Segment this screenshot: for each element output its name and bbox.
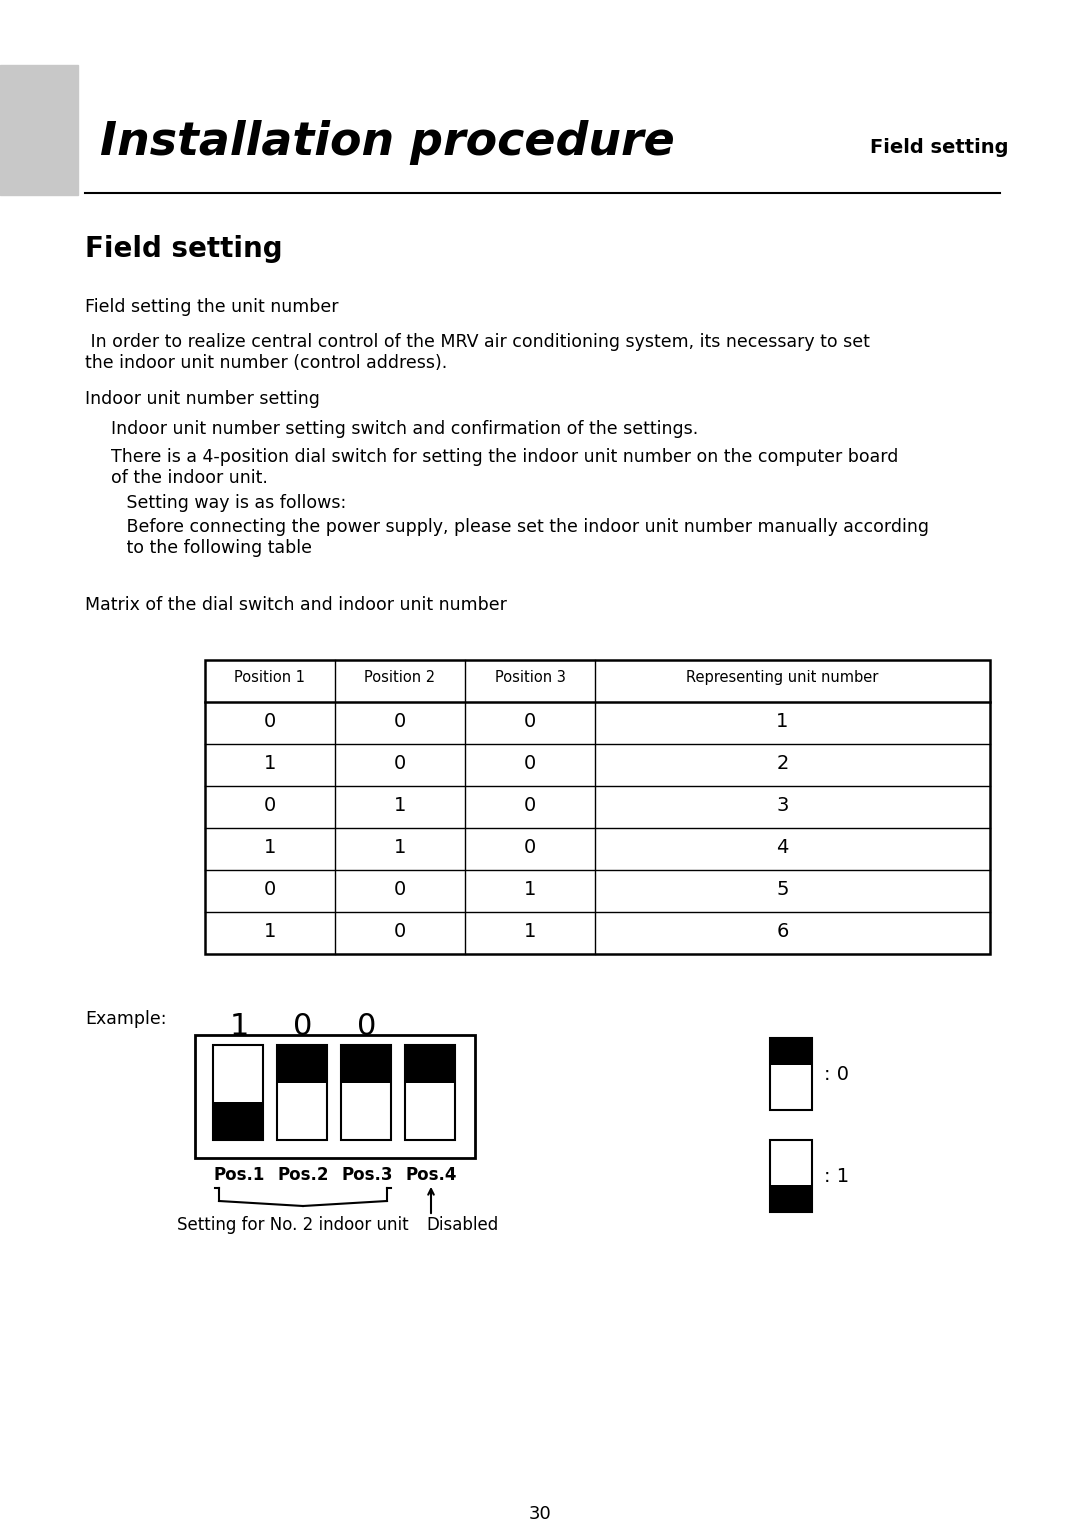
Text: Pos.3: Pos.3 — [341, 1166, 393, 1184]
Text: Pos.1: Pos.1 — [214, 1166, 265, 1184]
Text: 0: 0 — [394, 922, 406, 942]
Text: Position 3: Position 3 — [495, 670, 566, 685]
Text: Indoor unit number setting: Indoor unit number setting — [85, 391, 320, 407]
Bar — [405, 1045, 455, 1140]
Text: Position 1: Position 1 — [234, 670, 306, 685]
Text: In order to realize central control of the MRV air conditioning system, its nece: In order to realize central control of t… — [85, 333, 869, 372]
Text: 6: 6 — [777, 922, 788, 942]
Text: 5: 5 — [777, 881, 788, 899]
Text: Representing unit number: Representing unit number — [686, 670, 879, 685]
Text: Disabled: Disabled — [426, 1216, 498, 1235]
Text: 3: 3 — [777, 797, 788, 815]
Text: Position 2: Position 2 — [364, 670, 435, 685]
Text: 1: 1 — [394, 797, 406, 815]
Text: 4: 4 — [777, 838, 788, 858]
Text: 0: 0 — [394, 754, 406, 774]
Text: 0: 0 — [524, 797, 536, 815]
Bar — [0, 66, 78, 195]
Text: 1: 1 — [264, 754, 276, 774]
Text: 0: 0 — [264, 713, 276, 731]
Bar — [205, 661, 990, 954]
Text: 0: 0 — [394, 713, 406, 731]
Text: 0: 0 — [264, 881, 276, 899]
Text: 1: 1 — [394, 838, 406, 858]
Text: 1: 1 — [524, 881, 536, 899]
Text: Field setting: Field setting — [85, 235, 283, 262]
Text: Pos.2: Pos.2 — [278, 1166, 328, 1184]
Bar — [276, 1045, 327, 1083]
Bar — [195, 1035, 475, 1158]
Bar — [341, 1045, 391, 1140]
Text: : 1: : 1 — [824, 1166, 849, 1186]
Text: : 0: : 0 — [824, 1065, 849, 1083]
Text: 30: 30 — [528, 1505, 552, 1523]
Text: Setting for No. 2 indoor unit: Setting for No. 2 indoor unit — [177, 1216, 409, 1235]
Text: 0: 0 — [294, 1012, 313, 1041]
Text: Field setting the unit number: Field setting the unit number — [85, 298, 338, 316]
Text: 0: 0 — [524, 713, 536, 731]
Text: 2: 2 — [777, 754, 788, 774]
Text: There is a 4-position dial switch for setting the indoor unit number on the comp: There is a 4-position dial switch for se… — [100, 449, 899, 487]
Text: 0: 0 — [394, 881, 406, 899]
Bar — [213, 1045, 264, 1140]
Bar — [341, 1045, 391, 1083]
Bar — [213, 1102, 264, 1140]
Text: Setting way is as follows:: Setting way is as follows: — [110, 494, 347, 513]
Bar — [276, 1045, 327, 1140]
Text: Example:: Example: — [85, 1010, 166, 1029]
Text: Matrix of the dial switch and indoor unit number: Matrix of the dial switch and indoor uni… — [85, 597, 507, 613]
Bar — [770, 1140, 812, 1212]
Text: Installation procedure: Installation procedure — [100, 121, 675, 165]
Text: 1: 1 — [264, 838, 276, 858]
Text: Pos.4: Pos.4 — [405, 1166, 457, 1184]
Text: 0: 0 — [524, 838, 536, 858]
Text: 1: 1 — [524, 922, 536, 942]
Text: 0: 0 — [357, 1012, 377, 1041]
Text: 1: 1 — [264, 922, 276, 942]
Bar — [770, 1038, 812, 1065]
Text: 1: 1 — [777, 713, 788, 731]
Text: Before connecting the power supply, please set the indoor unit number manually a: Before connecting the power supply, plea… — [110, 517, 929, 557]
Text: Field setting: Field setting — [870, 137, 1009, 157]
Text: 0: 0 — [264, 797, 276, 815]
Text: 1: 1 — [229, 1012, 248, 1041]
Bar — [405, 1045, 455, 1083]
Bar — [770, 1184, 812, 1212]
Text: 0: 0 — [524, 754, 536, 774]
Text: Indoor unit number setting switch and confirmation of the settings.: Indoor unit number setting switch and co… — [100, 420, 699, 438]
Bar — [770, 1038, 812, 1109]
